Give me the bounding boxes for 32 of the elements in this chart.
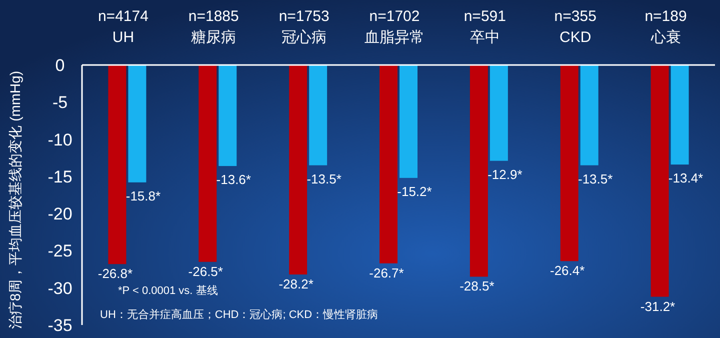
y-tick-label: 0: [55, 56, 65, 75]
annotation: *P < 0.0001 vs. 基线: [118, 284, 218, 297]
data-label: -15.2*: [397, 184, 432, 199]
data-label: -31.2*: [640, 298, 676, 314]
data-label: -13.6*: [216, 172, 251, 188]
data-label: -13.5*: [306, 171, 342, 186]
data-label: -12.9*: [488, 166, 522, 182]
x-tick-label: n=1753 冠心病: [278, 8, 330, 46]
data-label: -13.4*: [668, 170, 704, 186]
annotation: UH：无合并症高血压；CHD：冠心病; CKD：慢性肾脏病: [100, 308, 378, 321]
x-tick-label: n=189 心衰: [644, 8, 687, 46]
y-tick-label: -10: [48, 130, 72, 150]
x-tick-label: n=591 卒中: [464, 8, 506, 46]
data-label: -26.4*: [550, 263, 585, 278]
y-tick-label: -5: [52, 93, 68, 112]
y-tick-label: -15: [48, 167, 72, 186]
y-tick-label: -20: [48, 204, 72, 224]
y-axis-title: 治疗8周，平均血压较基线的变化 (mmHg): [7, 70, 23, 330]
x-tick-label: n=4174 UH: [98, 8, 148, 46]
y-tick-label: -30: [48, 278, 72, 298]
data-label: -13.5*: [578, 171, 613, 186]
x-tick-label: n=1885 糖尿病: [188, 8, 239, 46]
y-tick-label: -35: [48, 316, 72, 335]
data-label: -26.7*: [369, 265, 404, 280]
data-label: -26.8*: [98, 266, 133, 282]
data-label: -15.8*: [126, 188, 161, 204]
y-tick-label: -25: [48, 242, 72, 261]
data-label: -26.5*: [188, 264, 223, 279]
data-label: -28.2*: [278, 276, 314, 292]
x-tick-label: n=355 CKD: [554, 8, 596, 46]
x-tick-label: n=1702 血脂异常: [364, 8, 424, 46]
data-label: -28.5*: [460, 278, 494, 294]
